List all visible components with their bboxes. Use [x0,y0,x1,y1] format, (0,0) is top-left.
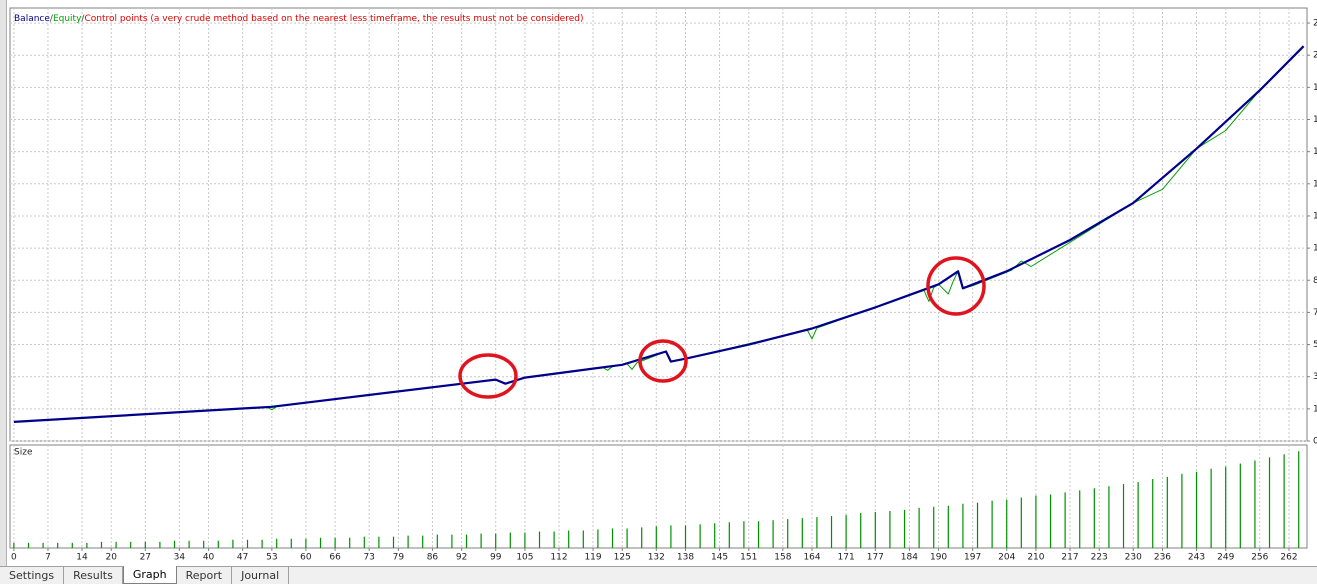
main-panel [9,7,1308,442]
tab[interactable]: Results [64,567,123,584]
x-tick-label: 73 [363,553,374,563]
x-tick-label: 145 [711,553,728,563]
y-tick-label: 1 [1313,244,1317,254]
x-tick-label: 79 [393,553,405,563]
x-tick-label: 236 [1154,553,1171,563]
x-tick-label: 256 [1251,553,1268,563]
legend-control-points: Control points (a very crude method base… [84,14,583,24]
x-tick-label: 190 [930,553,947,563]
y-tick-label: 5 [1313,340,1317,350]
x-tick-label: 20 [106,553,118,563]
y-tick-label: 2 [1313,19,1317,29]
x-tick-label: 158 [774,553,791,563]
tab[interactable]: Settings [0,567,65,584]
x-tick-label: 249 [1217,553,1234,563]
side-strip [0,0,7,583]
x-tick-label: 53 [266,553,277,563]
x-tick-label: 204 [998,553,1015,563]
x-tick-label: 184 [901,553,918,563]
x-tick-label: 125 [614,553,631,563]
x-tick-label: 86 [427,553,439,563]
y-tick-label: 1 [1313,179,1317,189]
highlight-circle [926,256,986,316]
y-tick-label: 1 [1313,115,1317,125]
x-tick-label: 243 [1188,553,1205,563]
x-tick-label: 60 [300,553,312,563]
x-tick-label: 27 [140,553,151,563]
x-tick-label: 210 [1027,553,1044,563]
y-tick-label: 8 [1313,276,1317,286]
size-panel [9,444,1308,549]
tab[interactable]: Journal [232,567,290,584]
tab[interactable]: Report [177,567,233,584]
x-tick-label: 7 [45,553,51,563]
legend-separator: / [50,14,54,24]
y-tick-label: 0 [1313,437,1317,447]
x-tick-label: 138 [677,553,694,563]
x-tick-label: 34 [174,553,186,563]
y-tick-label: 3 [1313,372,1317,382]
y-tick-label: 1 [1313,83,1317,93]
x-tick-label: 112 [550,553,567,563]
x-tick-label: 66 [329,553,341,563]
x-tick-label: 40 [203,553,215,563]
x-tick-label: 0 [11,553,17,563]
x-tick-label: 132 [648,553,665,563]
x-tick-label: 164 [803,553,820,563]
x-tick-label: 47 [237,553,248,563]
x-tick-label: 197 [964,553,981,563]
y-tick-label: 7 [1313,308,1317,318]
x-tick-label: 151 [740,553,757,563]
y-tick-label: 2 [1313,51,1317,61]
legend-equity: Equity [53,14,82,24]
size-title: Size [14,448,33,458]
y-tick-label: 1 [1313,147,1317,157]
x-tick-label: 223 [1091,553,1108,563]
x-tick-label: 230 [1125,553,1142,563]
highlight-circle [458,353,518,399]
highlight-circle [638,339,688,383]
y-tick-label: 1 [1313,211,1317,221]
x-tick-label: 92 [456,553,467,563]
x-tick-label: 217 [1061,553,1078,563]
x-tick-label: 262 [1280,553,1297,563]
tab[interactable]: Graph [122,566,177,584]
x-tick-label: 105 [516,553,533,563]
x-tick-label: 177 [867,553,884,563]
x-tick-label: 14 [76,553,88,563]
x-tick-label: 119 [584,553,601,563]
legend-separator: / [81,14,85,24]
y-tick-label: 1 [1313,404,1317,414]
x-tick-label: 171 [838,553,855,563]
legend-balance: Balance [14,14,50,24]
tab-bar: Settings Results Graph Report Journal [0,566,1317,584]
legend: Balance/Equity/Control points (a very cr… [14,14,583,24]
x-tick-label: 99 [490,553,502,563]
